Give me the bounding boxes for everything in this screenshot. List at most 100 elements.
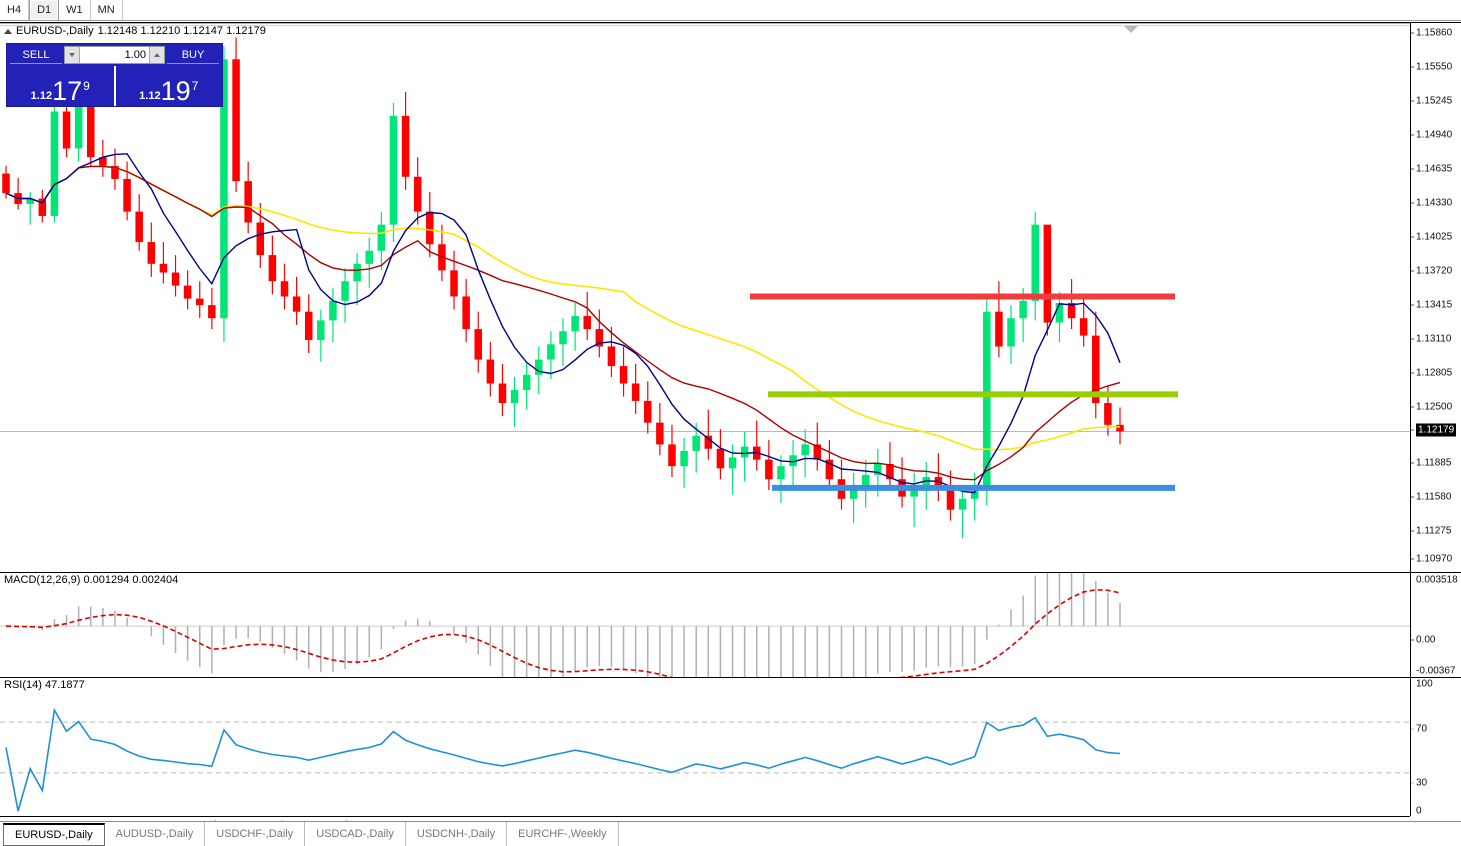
candle-body — [522, 374, 531, 391]
candle-body — [2, 173, 10, 194]
moving-average-navy — [5, 153, 1121, 494]
candle-body — [922, 477, 931, 488]
moving-average-maroon — [5, 165, 1121, 481]
candle-body — [147, 242, 156, 264]
candle-body — [1007, 318, 1015, 347]
triangle-up-icon[interactable] — [4, 28, 12, 34]
chart-tab-audusd[interactable]: AUDUSD-,Daily — [105, 822, 206, 846]
caret-down-icon[interactable] — [65, 47, 80, 63]
candle-body — [704, 435, 713, 449]
candle-body — [123, 178, 131, 212]
chart-top-rule-2 — [0, 25, 1410, 26]
candle-body — [50, 111, 59, 216]
candle-body — [268, 255, 277, 282]
price-tick: 1.13720 — [1411, 266, 1461, 277]
macd-pane-separator — [0, 572, 1461, 573]
candle-body — [644, 400, 652, 423]
chart-scroll-marker-icon[interactable] — [1124, 26, 1138, 33]
timeframe-tab-h4[interactable]: H4 — [0, 0, 30, 20]
rsi-pane[interactable] — [0, 678, 1410, 816]
candle-body — [801, 444, 809, 456]
candle-body — [631, 383, 640, 401]
price-tick: 1.13110 — [1411, 334, 1461, 345]
candle-body — [777, 466, 785, 480]
octp-quotes: 1.12 17 9 1.12 19 7 — [7, 66, 222, 106]
macd-scale: 0.003518 0.00 -0.00367 — [1410, 573, 1461, 677]
candle-body — [389, 115, 398, 225]
sell-button[interactable]: SELL — [10, 46, 62, 64]
candle-body — [934, 477, 943, 491]
candle-body — [462, 296, 470, 330]
chart-tab-bar[interactable]: EURUSD-,Daily AUDUSD-,Daily USDCHF-,Dail… — [0, 821, 1461, 846]
chart-symbol-period: EURUSD-,Daily — [16, 25, 94, 37]
ask-price[interactable]: 1.12 19 7 — [113, 66, 223, 106]
rsi-line — [5, 707, 1121, 812]
candle-body — [607, 346, 616, 367]
candle-body — [377, 224, 386, 251]
price-tick: 1.12500 — [1411, 402, 1461, 413]
candle-body — [111, 165, 119, 179]
timeframe-tab-mn[interactable]: MN — [91, 0, 123, 20]
candle-body — [583, 316, 591, 330]
price-tick: 1.10970 — [1411, 554, 1461, 565]
candle-body — [244, 181, 252, 223]
chart-tab-eurusd[interactable]: EURUSD-,Daily — [3, 823, 105, 846]
candle-body — [619, 366, 628, 384]
buy-button[interactable]: BUY — [167, 46, 219, 64]
candle-body — [740, 446, 749, 458]
candle-body — [1116, 424, 1124, 432]
price-tick: 1.15550 — [1411, 62, 1461, 73]
chart-tab-usdchf[interactable]: USDCHF-,Daily — [205, 822, 306, 846]
candle-body — [99, 157, 107, 166]
candle-body — [450, 270, 458, 297]
chart-tab-usdcad[interactable]: USDCAD-,Daily — [305, 822, 406, 846]
price-tick: 1.12805 — [1411, 368, 1461, 379]
volume-stepper[interactable]: 1.00 — [64, 46, 165, 64]
candle-body — [1079, 318, 1088, 336]
candle-body — [1043, 224, 1052, 323]
candle-body — [958, 498, 967, 510]
candle-body — [135, 211, 143, 243]
price-scale[interactable]: 1.15860 1.15550 1.15245 1.14940 1.14635 … — [1410, 23, 1461, 573]
chart-tab-usdcnh[interactable]: USDCNH-,Daily — [406, 822, 508, 846]
rsi-tick: 100 — [1416, 678, 1433, 690]
timeframe-tab-h4-label: H4 — [7, 4, 22, 16]
price-tick: 1.14330 — [1411, 198, 1461, 209]
candle-body — [656, 422, 664, 445]
candle-body — [365, 250, 374, 264]
candle-body — [195, 298, 204, 306]
macd-pane[interactable] — [0, 573, 1410, 677]
chart-tab-eurchf[interactable]: EURCHF-,Weekly — [507, 822, 619, 846]
candle-body — [535, 359, 543, 375]
caret-up-icon[interactable] — [149, 47, 164, 63]
ask-big: 19 — [160, 76, 191, 106]
timeframe-toolbar: H4 D1 W1 MN — [0, 0, 1461, 21]
candle-body — [946, 490, 955, 510]
rsi-tick: 30 — [1411, 778, 1461, 789]
volume-value[interactable]: 1.00 — [124, 49, 146, 61]
one-click-trading-panel[interactable]: SELL 1.00 BUY 1.12 17 9 1.12 19 7 — [6, 43, 223, 107]
timeframe-tab-w1[interactable]: W1 — [59, 0, 91, 20]
candle-body — [668, 444, 676, 467]
chart-ohlc-values: 1.12148 1.12210 1.12147 1.12179 — [97, 25, 266, 37]
candle-body — [208, 305, 216, 319]
candle-body — [1067, 302, 1076, 319]
bid-price[interactable]: 1.12 17 9 — [7, 66, 114, 106]
candle-body — [813, 444, 822, 460]
current-price-tag: 1.12179 — [1411, 423, 1461, 437]
price-tick: 1.11885 — [1411, 458, 1461, 469]
chart-canvas[interactable]: EURUSD-,Daily 1.12148 1.12210 1.12147 1.… — [0, 22, 1461, 831]
macd-tick: 0.003518 — [1416, 574, 1458, 586]
candle-body — [353, 263, 361, 282]
candle-body — [1092, 335, 1100, 404]
macd-indicator-label: MACD(12,26,9) 0.001294 0.002404 — [4, 574, 179, 586]
timeframe-tab-d1[interactable]: D1 — [29, 0, 60, 20]
candle-body — [329, 300, 337, 321]
price-tick: 1.14940 — [1411, 130, 1461, 141]
ask-prefix: 1.12 — [139, 90, 161, 102]
candle-body — [292, 296, 301, 312]
candle-body — [220, 59, 228, 319]
candle-body — [426, 211, 434, 245]
candle-body — [304, 311, 313, 340]
candle-body — [62, 111, 71, 149]
